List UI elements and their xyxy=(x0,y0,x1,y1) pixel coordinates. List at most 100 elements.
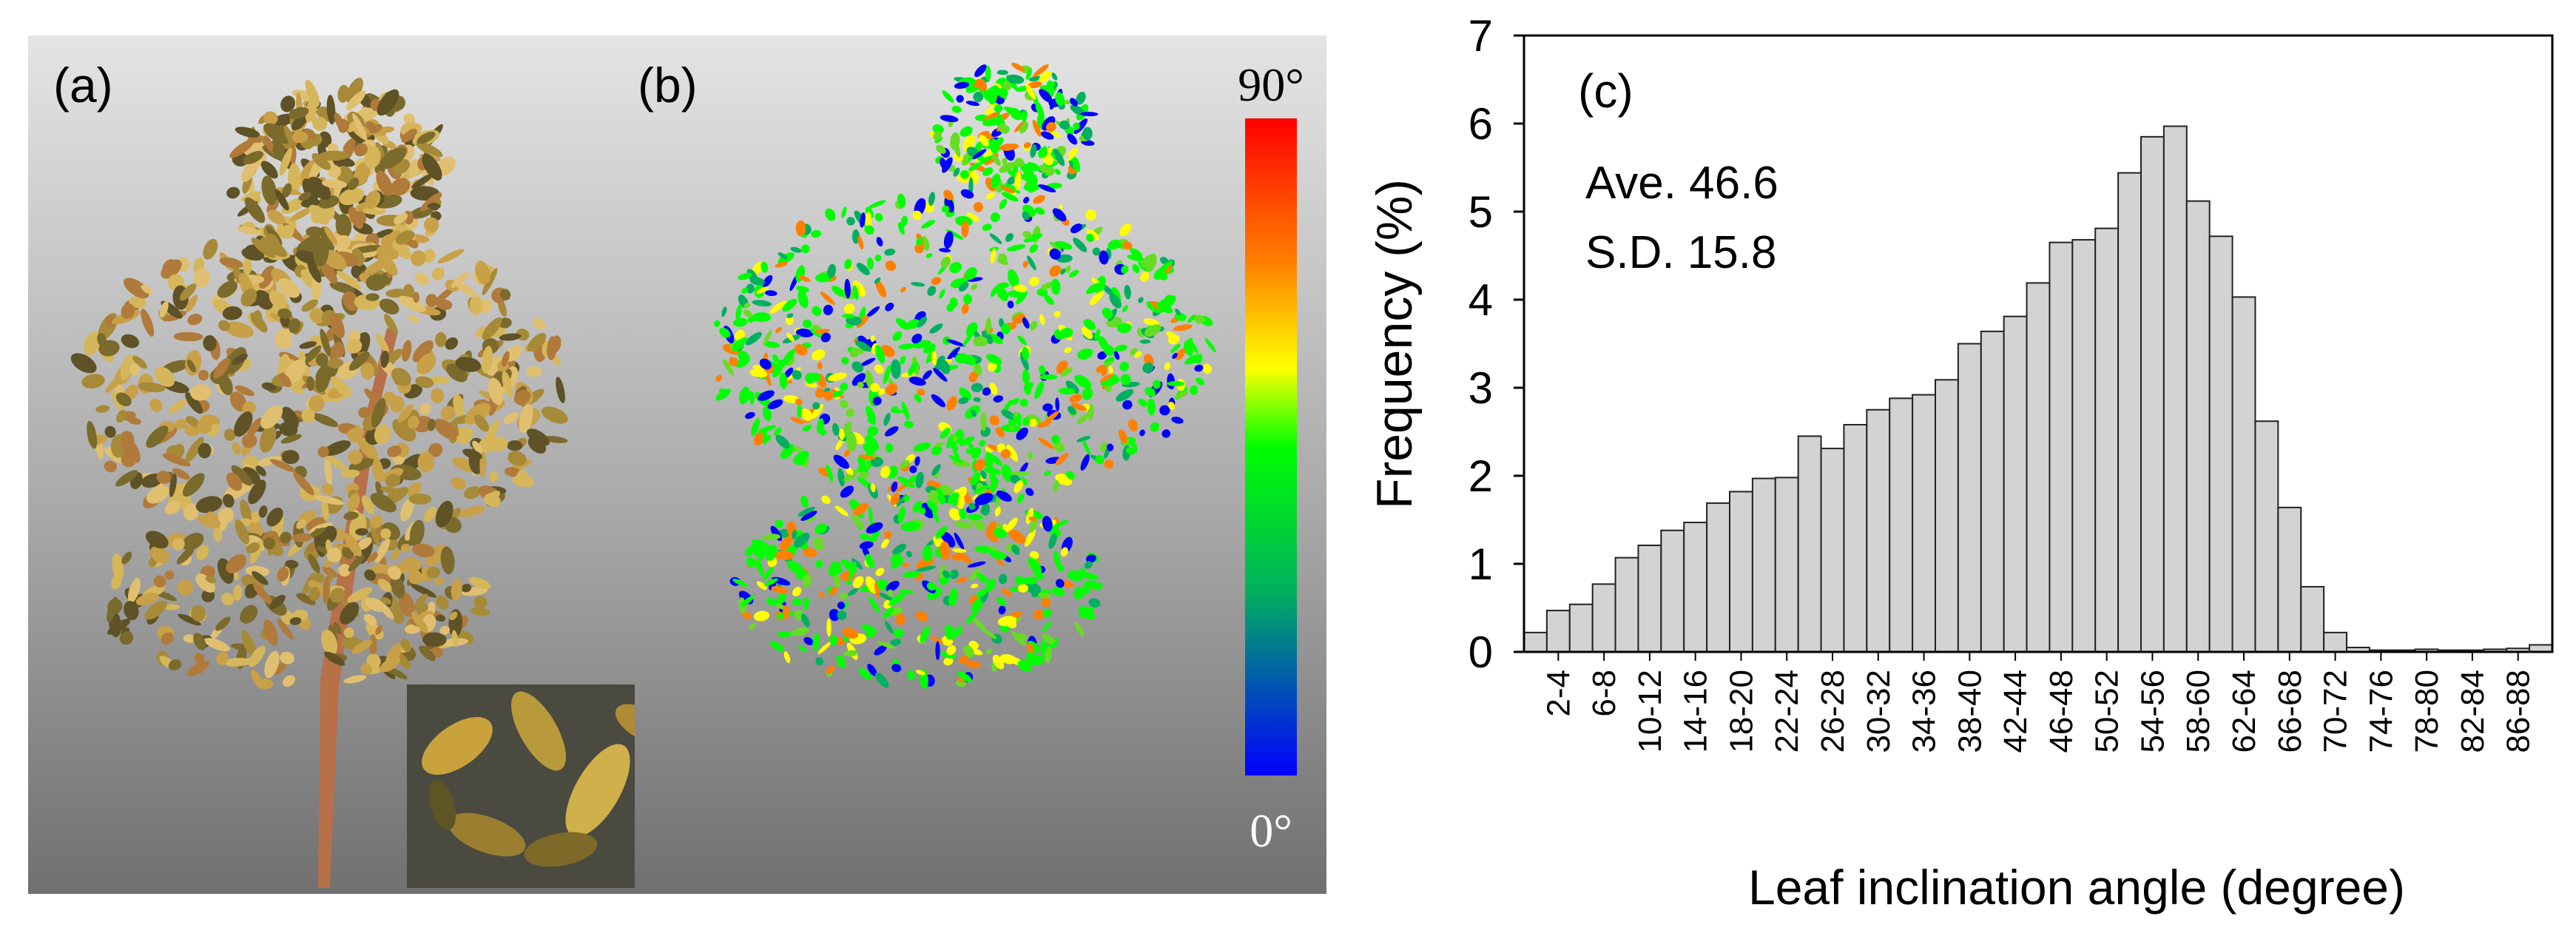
leaf-point xyxy=(929,323,943,334)
y-tick-label: 0 xyxy=(1469,627,1493,677)
leaf-point xyxy=(223,494,235,508)
y-tick-label: 4 xyxy=(1469,275,1493,325)
leaf-point xyxy=(1010,474,1021,484)
leaf-point xyxy=(269,290,288,309)
leaf-point xyxy=(1160,256,1169,265)
leaf-point xyxy=(1011,544,1020,555)
leaf-point xyxy=(998,253,1008,263)
leaf-point xyxy=(218,320,230,331)
leaf-point xyxy=(377,252,398,276)
leaf-point xyxy=(1005,517,1018,533)
leaf-point xyxy=(800,495,809,508)
leaf-point xyxy=(923,343,936,354)
leaf-point xyxy=(488,377,504,405)
leaf-point xyxy=(746,557,756,568)
histogram-bar-14-16 xyxy=(1683,522,1708,653)
leaf-point xyxy=(162,259,175,273)
leaf-point xyxy=(404,624,422,634)
inset-leaf-closeup xyxy=(407,684,672,888)
leaf-point xyxy=(778,252,788,260)
leaf-point xyxy=(940,256,951,268)
leaf-point xyxy=(1083,580,1099,589)
leaf-point xyxy=(916,238,923,246)
leaf-point xyxy=(1175,391,1189,399)
leaf-point xyxy=(219,257,243,269)
leaf-point xyxy=(1119,361,1129,371)
leaf-point xyxy=(1069,394,1082,403)
leaf-point xyxy=(434,419,459,440)
leaf-point xyxy=(250,669,264,689)
leaf-point xyxy=(866,522,883,534)
leaf-point xyxy=(1049,129,1062,138)
leaf-point xyxy=(1042,608,1052,618)
leaf-point xyxy=(234,411,253,437)
leaf-point xyxy=(931,350,937,366)
leaf-point xyxy=(954,532,965,551)
leaf-point xyxy=(1143,318,1160,326)
leaf-point xyxy=(1086,554,1096,563)
leaf-point xyxy=(786,560,803,575)
leaf-point xyxy=(811,229,821,238)
leaf-point xyxy=(400,544,411,553)
leaf-point xyxy=(940,427,951,439)
leaf-point xyxy=(915,670,925,676)
leaf-point xyxy=(221,593,235,605)
leaf-point xyxy=(1102,307,1113,319)
y-tick-label: 5 xyxy=(1469,187,1493,237)
leaf-point xyxy=(411,250,426,266)
leaf-point xyxy=(1027,255,1036,271)
leaf-point xyxy=(892,543,907,555)
leaf-point xyxy=(308,587,320,602)
leaf-point xyxy=(1113,351,1120,360)
leaf-point xyxy=(756,581,767,590)
leaf-point xyxy=(805,515,817,522)
leaf-point xyxy=(419,645,436,662)
leaf-point xyxy=(886,580,900,592)
leaf-point xyxy=(409,519,425,547)
leaf-point xyxy=(398,295,426,312)
leaf-point xyxy=(365,293,380,301)
leaf-point xyxy=(800,244,810,254)
x-tick-label: 22-24 xyxy=(1769,670,1805,753)
leaf-point xyxy=(402,340,412,362)
leaf-point xyxy=(489,471,499,482)
leaf-point xyxy=(306,226,324,238)
x-tick-label: 78-80 xyxy=(2409,670,2445,753)
leaf-point xyxy=(1006,244,1026,252)
leaf-point xyxy=(190,384,212,401)
leaf-point xyxy=(168,659,182,671)
leaf-point xyxy=(874,277,881,284)
leaf-point xyxy=(1055,579,1065,588)
leaf-point xyxy=(249,511,260,523)
leaf-point xyxy=(837,610,847,620)
leaf-point xyxy=(925,253,933,258)
leaf-point xyxy=(346,427,365,440)
leaf-point xyxy=(1065,265,1071,274)
leaf-point xyxy=(1036,288,1048,297)
leaf-point xyxy=(980,470,987,479)
leaf-point xyxy=(1079,606,1094,618)
leaf-point xyxy=(1074,374,1092,388)
leaf-point xyxy=(733,317,748,327)
leaf-point xyxy=(1159,260,1173,271)
leaf-point xyxy=(1099,250,1109,265)
leaf-point xyxy=(883,531,892,539)
leaf-point xyxy=(968,442,975,452)
leaf-point xyxy=(1138,261,1147,272)
leaf-point xyxy=(852,285,859,300)
leaf-point xyxy=(1086,233,1094,243)
leaf-point xyxy=(999,143,1019,151)
leaf-point xyxy=(764,578,778,586)
leaf-point xyxy=(203,638,230,652)
leaf-point xyxy=(301,408,315,423)
leaf-point xyxy=(337,270,362,289)
leaf-point xyxy=(116,409,127,423)
leaf-point xyxy=(1013,415,1022,426)
leaf-point xyxy=(943,336,951,346)
leaf-point xyxy=(719,327,731,338)
leaf-point xyxy=(1054,169,1061,175)
x-tick-label: 50-52 xyxy=(2089,670,2125,753)
leaf-point xyxy=(973,91,984,103)
leaf-point xyxy=(931,445,943,456)
leaf-point xyxy=(1109,294,1122,309)
